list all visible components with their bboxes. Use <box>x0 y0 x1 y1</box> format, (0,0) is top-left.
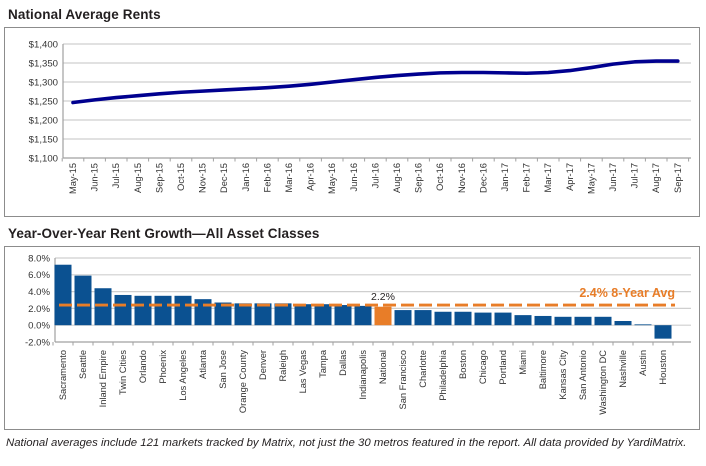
svg-text:Washington DC: Washington DC <box>598 350 608 415</box>
svg-text:Jul-17: Jul-17 <box>630 163 640 188</box>
svg-text:Boston: Boston <box>458 350 468 379</box>
svg-text:Sacramento: Sacramento <box>58 350 68 400</box>
svg-text:0.0%: 0.0% <box>28 321 50 332</box>
svg-text:Sep-15: Sep-15 <box>154 163 164 193</box>
svg-text:Feb-16: Feb-16 <box>262 163 272 192</box>
svg-text:Feb-17: Feb-17 <box>522 163 532 192</box>
svg-text:National: National <box>378 350 388 384</box>
svg-text:Orlando: Orlando <box>138 350 148 383</box>
svg-text:Twin Cities: Twin Cities <box>118 350 128 395</box>
svg-text:Nov-16: Nov-16 <box>457 163 467 193</box>
svg-text:$1,150: $1,150 <box>29 134 58 145</box>
svg-text:San Francisco: San Francisco <box>398 350 408 409</box>
svg-text:Kansas City: Kansas City <box>558 350 568 400</box>
svg-text:Austin: Austin <box>638 350 648 376</box>
svg-text:Dec-16: Dec-16 <box>478 163 488 193</box>
svg-text:Sep-16: Sep-16 <box>414 163 424 193</box>
svg-text:Houston: Houston <box>658 350 668 385</box>
svg-text:Philadelphia: Philadelphia <box>438 349 448 400</box>
svg-text:Oct-15: Oct-15 <box>176 163 186 191</box>
svg-text:Portland: Portland <box>498 350 508 385</box>
svg-text:8.0%: 8.0% <box>28 253 50 264</box>
svg-text:$1,400: $1,400 <box>29 39 58 50</box>
svg-text:Denver: Denver <box>258 350 268 380</box>
svg-text:Orange County: Orange County <box>238 350 248 413</box>
svg-text:San Jose: San Jose <box>218 350 228 389</box>
svg-text:Mar-16: Mar-16 <box>284 163 294 192</box>
svg-text:San Antonio: San Antonio <box>578 350 588 400</box>
svg-text:2.4% 8-Year Avg: 2.4% 8-Year Avg <box>579 286 675 300</box>
svg-text:$1,200: $1,200 <box>29 115 58 126</box>
line-chart-box: $1,400 $1,350 $1,300 $1,250 $1,200 $1,150 $1,1… <box>4 27 700 217</box>
footnote: National averages include 121 markets tr… <box>6 437 687 449</box>
svg-text:Chicago: Chicago <box>478 350 488 384</box>
svg-text:Las Vegas: Las Vegas <box>298 350 308 394</box>
svg-text:Apr-16: Apr-16 <box>306 163 316 191</box>
svg-text:$1,350: $1,350 <box>29 58 58 69</box>
svg-text:May-15: May-15 <box>68 163 78 194</box>
svg-text:$1,300: $1,300 <box>29 77 58 88</box>
svg-text:Nov-15: Nov-15 <box>198 163 208 193</box>
svg-text:May-17: May-17 <box>586 163 596 194</box>
svg-text:Jan-17: Jan-17 <box>500 163 510 191</box>
national-average-rents-section: National Average Rents $1,400 $1,350 $1,30… <box>0 0 706 217</box>
svg-text:4.0%: 4.0% <box>28 287 50 298</box>
svg-text:Apr-17: Apr-17 <box>565 163 575 191</box>
svg-text:Charlotte: Charlotte <box>418 350 428 388</box>
svg-text:Oct-16: Oct-16 <box>435 163 445 191</box>
svg-text:-2.0%: -2.0% <box>25 337 51 348</box>
svg-text:Dec-15: Dec-15 <box>219 163 229 193</box>
svg-text:Sep-17: Sep-17 <box>673 163 683 193</box>
yoy-rent-growth-bar-chart: 8.0% 6.0% 4.0% 2.0% 0.0% -2.0% Sacramento Seatt… <box>25 253 691 415</box>
svg-text:Indianapolis: Indianapolis <box>358 350 368 400</box>
rent-growth-section: Year-Over-Year Rent Growth—All Asset Cla… <box>0 217 706 430</box>
svg-text:2.0%: 2.0% <box>28 304 50 315</box>
svg-text:6.0%: 6.0% <box>28 270 50 281</box>
svg-text:Jun-15: Jun-15 <box>90 163 100 191</box>
svg-text:Jun-16: Jun-16 <box>349 163 359 191</box>
svg-text:Aug-17: Aug-17 <box>651 163 661 193</box>
svg-text:Jul-15: Jul-15 <box>111 163 121 188</box>
svg-text:$1,250: $1,250 <box>29 96 58 107</box>
svg-text:Aug-15: Aug-15 <box>133 163 143 193</box>
bar-chart-box: 8.0% 6.0% 4.0% 2.0% 0.0% -2.0% Sacramento Seatt… <box>4 246 700 430</box>
svg-text:Atlanta: Atlanta <box>198 349 208 379</box>
svg-text:Baltimore: Baltimore <box>538 350 548 389</box>
svg-text:$1,100: $1,100 <box>29 153 58 164</box>
svg-text:Mar-17: Mar-17 <box>543 163 553 192</box>
svg-text:Miami: Miami <box>518 350 528 375</box>
svg-text:Aug-16: Aug-16 <box>392 163 402 193</box>
svg-text:Inland Empire: Inland Empire <box>98 350 108 407</box>
svg-text:Jul-16: Jul-16 <box>370 163 380 188</box>
svg-text:Raleigh: Raleigh <box>278 350 288 382</box>
svg-text:2.2%: 2.2% <box>371 291 395 303</box>
svg-text:Seattle: Seattle <box>78 350 88 379</box>
svg-text:Dallas: Dallas <box>338 350 348 376</box>
svg-text:Los Angeles: Los Angeles <box>178 350 188 401</box>
national-average-rents-line-chart: $1,400 $1,350 $1,300 $1,250 $1,200 $1,150 $1,1… <box>29 39 691 194</box>
line-chart-title: National Average Rents <box>8 7 161 22</box>
svg-text:Jun-17: Jun-17 <box>608 163 618 191</box>
svg-text:Nashville: Nashville <box>618 350 628 388</box>
svg-text:Phoenix: Phoenix <box>158 350 168 384</box>
svg-text:May-16: May-16 <box>327 163 337 194</box>
bar-chart-title: Year-Over-Year Rent Growth—All Asset Cla… <box>8 226 320 241</box>
svg-text:Jan-16: Jan-16 <box>241 163 251 191</box>
svg-text:Tampa: Tampa <box>318 349 328 378</box>
